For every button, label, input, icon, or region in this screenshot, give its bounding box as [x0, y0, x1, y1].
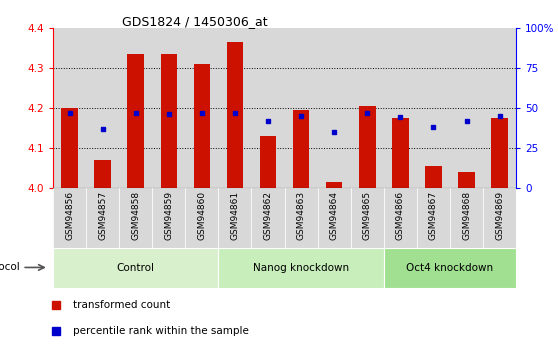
- Text: GSM94867: GSM94867: [429, 191, 438, 240]
- Bar: [483, 28, 516, 188]
- Bar: [417, 28, 450, 188]
- Bar: [384, 28, 417, 188]
- Bar: [218, 188, 252, 248]
- Bar: [260, 136, 276, 188]
- Bar: [359, 106, 376, 188]
- Bar: [252, 28, 285, 188]
- Text: GSM94869: GSM94869: [495, 191, 504, 240]
- Bar: [326, 182, 343, 188]
- Bar: [384, 188, 417, 248]
- Text: Nanog knockdown: Nanog knockdown: [253, 263, 349, 273]
- Bar: [218, 248, 384, 288]
- Text: GSM94863: GSM94863: [297, 191, 306, 240]
- Bar: [86, 28, 119, 188]
- Text: GSM94859: GSM94859: [164, 191, 174, 240]
- Text: percentile rank within the sample: percentile rank within the sample: [73, 326, 248, 336]
- Text: GSM94856: GSM94856: [65, 191, 74, 240]
- Bar: [285, 188, 318, 248]
- Bar: [185, 188, 218, 248]
- Bar: [293, 110, 309, 188]
- Bar: [94, 160, 111, 188]
- Bar: [392, 118, 408, 188]
- Bar: [285, 28, 318, 188]
- Text: transformed count: transformed count: [73, 300, 170, 310]
- Bar: [152, 188, 185, 248]
- Bar: [351, 188, 384, 248]
- Bar: [218, 28, 252, 188]
- Bar: [119, 188, 152, 248]
- Bar: [417, 188, 450, 248]
- Bar: [185, 28, 218, 188]
- Text: GSM94866: GSM94866: [396, 191, 405, 240]
- Bar: [384, 248, 516, 288]
- Bar: [53, 28, 86, 188]
- Bar: [318, 188, 351, 248]
- Bar: [318, 28, 351, 188]
- Bar: [119, 28, 152, 188]
- Text: GSM94868: GSM94868: [462, 191, 471, 240]
- Text: GDS1824 / 1450306_at: GDS1824 / 1450306_at: [123, 16, 268, 29]
- Text: protocol: protocol: [0, 263, 20, 273]
- Bar: [86, 188, 119, 248]
- Text: GSM94865: GSM94865: [363, 191, 372, 240]
- Bar: [450, 28, 483, 188]
- Text: Control: Control: [117, 263, 155, 273]
- Bar: [458, 172, 475, 188]
- Bar: [351, 28, 384, 188]
- Bar: [53, 188, 86, 248]
- Bar: [425, 166, 442, 188]
- Bar: [127, 54, 144, 188]
- Bar: [483, 188, 516, 248]
- Text: GSM94862: GSM94862: [263, 191, 272, 240]
- Bar: [194, 64, 210, 188]
- Bar: [53, 248, 218, 288]
- Bar: [152, 28, 185, 188]
- Bar: [161, 54, 177, 188]
- Bar: [61, 108, 78, 188]
- Bar: [227, 42, 243, 188]
- Text: GSM94860: GSM94860: [198, 191, 206, 240]
- Bar: [252, 188, 285, 248]
- Bar: [450, 188, 483, 248]
- Text: Oct4 knockdown: Oct4 knockdown: [406, 263, 493, 273]
- Text: GSM94864: GSM94864: [330, 191, 339, 240]
- Text: GSM94858: GSM94858: [131, 191, 140, 240]
- Text: GSM94861: GSM94861: [230, 191, 239, 240]
- Text: GSM94857: GSM94857: [98, 191, 107, 240]
- Bar: [492, 118, 508, 188]
